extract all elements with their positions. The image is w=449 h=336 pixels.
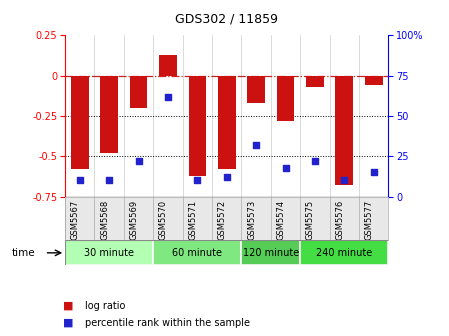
Point — [341, 178, 348, 183]
Bar — [189, 76, 206, 176]
Text: GSM5577: GSM5577 — [365, 200, 374, 240]
Point — [135, 158, 142, 164]
Point — [194, 178, 201, 183]
Text: GSM5568: GSM5568 — [100, 200, 109, 240]
Text: GSM5576: GSM5576 — [335, 200, 344, 240]
Bar — [218, 76, 236, 169]
Bar — [130, 76, 147, 108]
Point — [223, 174, 230, 180]
Point — [164, 94, 172, 99]
Text: GSM5574: GSM5574 — [277, 200, 286, 240]
Bar — [242, 240, 300, 265]
Bar — [247, 76, 265, 103]
Point — [370, 170, 377, 175]
Bar — [277, 76, 295, 121]
Text: GSM5571: GSM5571 — [189, 200, 198, 240]
Text: log ratio: log ratio — [85, 301, 126, 311]
Text: time: time — [11, 248, 35, 258]
Point — [311, 158, 318, 164]
Text: percentile rank within the sample: percentile rank within the sample — [85, 318, 250, 328]
Text: GSM5567: GSM5567 — [71, 200, 80, 240]
Text: 60 minute: 60 minute — [172, 248, 222, 258]
Point — [76, 178, 84, 183]
Bar — [335, 76, 353, 185]
Bar — [101, 76, 118, 153]
Text: GSM5573: GSM5573 — [247, 200, 256, 240]
Point — [106, 178, 113, 183]
Text: 30 minute: 30 minute — [84, 248, 134, 258]
Bar — [159, 55, 177, 76]
Text: 240 minute: 240 minute — [316, 248, 372, 258]
Text: ■: ■ — [63, 301, 73, 311]
Text: 120 minute: 120 minute — [243, 248, 299, 258]
Text: GSM5569: GSM5569 — [130, 200, 139, 240]
Bar — [300, 240, 388, 265]
Point — [252, 142, 260, 148]
Text: ■: ■ — [63, 318, 73, 328]
Text: GSM5572: GSM5572 — [218, 200, 227, 240]
Point — [282, 165, 289, 170]
Bar — [71, 76, 88, 169]
Text: GDS302 / 11859: GDS302 / 11859 — [175, 12, 278, 25]
Text: GSM5570: GSM5570 — [159, 200, 168, 240]
Bar — [65, 240, 153, 265]
Bar — [306, 76, 324, 87]
Bar — [365, 76, 383, 85]
Text: GSM5575: GSM5575 — [306, 200, 315, 240]
Bar — [153, 240, 242, 265]
